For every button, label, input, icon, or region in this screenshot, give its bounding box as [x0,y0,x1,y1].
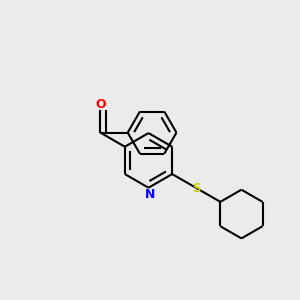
Text: O: O [95,98,106,111]
Text: N: N [145,188,155,201]
Text: S: S [192,182,201,195]
